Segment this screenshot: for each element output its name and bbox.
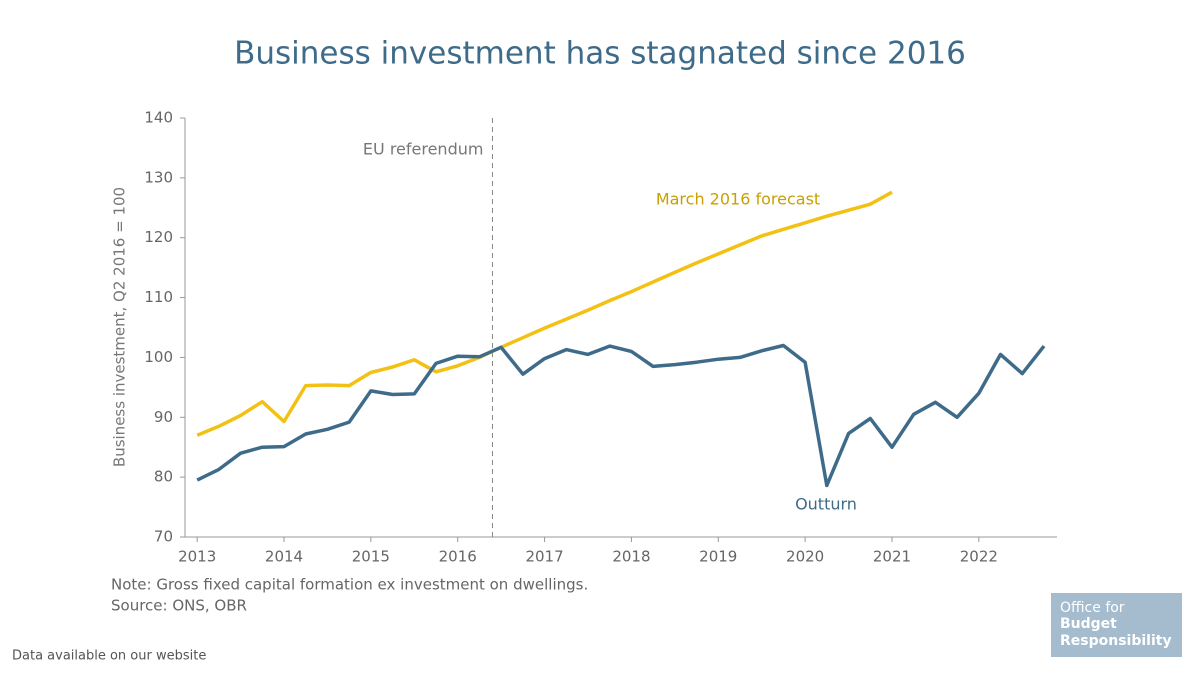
y-axis-label: Business investment, Q2 2016 = 100 — [111, 187, 129, 467]
x-tick-label: 2016 — [439, 548, 477, 566]
y-tick-label: 70 — [154, 528, 173, 546]
y-tick-label: 100 — [144, 348, 173, 366]
chart-title: Business investment has stagnated since … — [234, 36, 966, 72]
y-tick-label: 90 — [154, 408, 173, 426]
footer: Data available on our website — [12, 649, 206, 664]
x-tick-label: 2017 — [525, 548, 563, 566]
series-label: March 2016 forecast — [656, 190, 820, 209]
logo-text: Responsibility — [1060, 633, 1172, 649]
note: Note: Gross fixed capital formation ex i… — [111, 576, 588, 594]
y-tick-label: 120 — [144, 228, 173, 246]
x-tick-label: 2021 — [873, 548, 911, 566]
logo-text: Office for — [1060, 600, 1125, 616]
annotation: EU referendum — [363, 140, 484, 159]
series-line — [196, 343, 1046, 488]
x-tick-label: 2015 — [352, 548, 390, 566]
y-tick-label: 80 — [154, 468, 173, 486]
y-tick-label: 140 — [144, 109, 173, 127]
x-tick-label: 2019 — [699, 548, 737, 566]
y-tick-label: 110 — [144, 288, 173, 306]
x-tick-label: 2018 — [612, 548, 650, 566]
x-tick-label: 2020 — [786, 548, 824, 566]
x-tick-label: 2014 — [265, 548, 303, 566]
y-tick-label: 130 — [144, 168, 173, 186]
x-tick-label: 2022 — [960, 548, 998, 566]
source: Source: ONS, OBR — [111, 597, 247, 615]
series-line — [196, 190, 893, 437]
logo-box — [1051, 593, 1182, 657]
x-tick-label: 2013 — [178, 548, 216, 566]
series-label: Outturn — [795, 495, 857, 514]
logo-text: Budget — [1060, 616, 1117, 632]
